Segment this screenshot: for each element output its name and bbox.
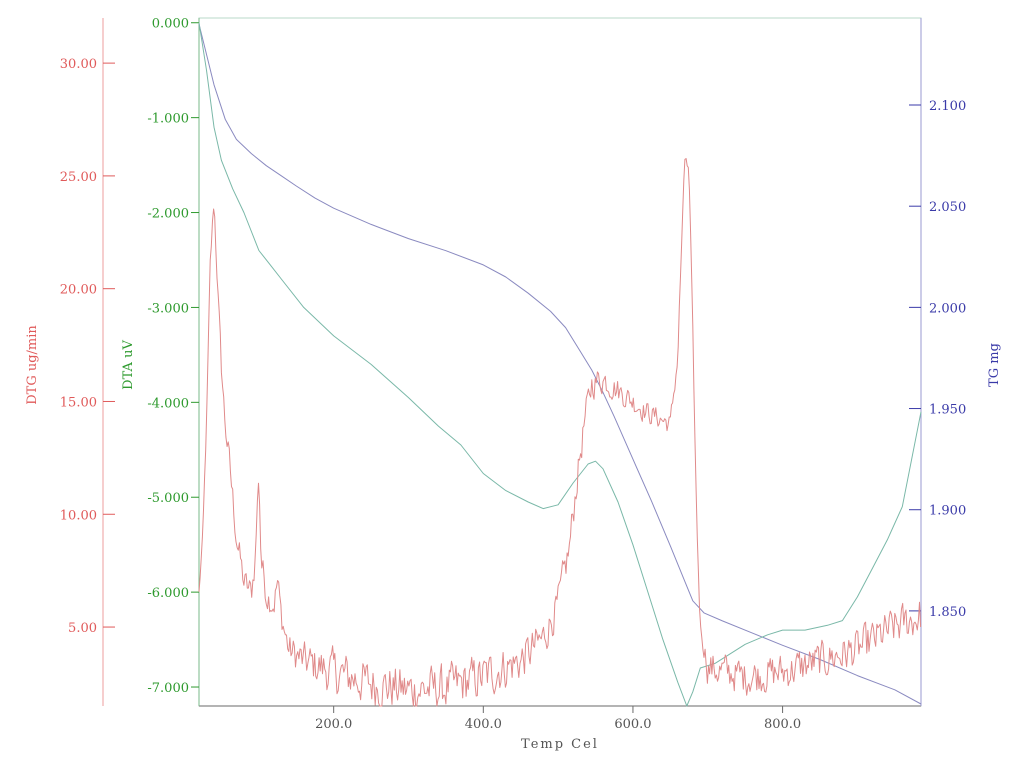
tg-tick-label: 1.900 xyxy=(929,504,966,519)
dtg-tick-label: 5.00 xyxy=(68,621,97,636)
dta-tick-label: -3.000 xyxy=(147,301,189,316)
dtg-axis-title: DTG ug/min xyxy=(25,325,40,405)
dta-tick-label: -6.000 xyxy=(147,586,189,601)
axes: 200.0 400.0 600.0 800.0 5.00 10.00 15.00 20.00 2… xyxy=(60,17,966,732)
dta-tick-label: -2.000 xyxy=(147,207,189,222)
dtg-tick-label: 15.00 xyxy=(60,395,97,410)
x-tick-label: 800.0 xyxy=(764,717,801,732)
dta-axis-title: DTA uV xyxy=(121,340,136,390)
plot-frame xyxy=(198,17,922,707)
tg-axis-title: TG mg xyxy=(987,343,1002,387)
dta-tick-label: -5.000 xyxy=(147,491,189,506)
dta-series-line xyxy=(198,22,922,707)
tg-tick-label: 1.850 xyxy=(929,605,966,620)
dta-tick-label: 0.000 xyxy=(152,17,189,32)
x-axis-title: Temp Cel xyxy=(521,737,599,752)
tg-tick-label: 2.050 xyxy=(929,200,966,215)
tg-tick-label: 2.100 xyxy=(929,99,966,114)
series xyxy=(198,22,922,707)
dta-tick-label: -4.000 xyxy=(147,396,189,411)
dta-tick-label: -7.000 xyxy=(147,681,189,696)
dtg-tick-label: 30.00 xyxy=(60,57,97,72)
dtg-series-line xyxy=(198,158,922,707)
dtg-tick-label: 25.00 xyxy=(60,170,97,185)
axis-labels: Temp Cel DTG ug/min DTA uV TG mg xyxy=(25,325,1002,752)
tg-tick-label: 2.000 xyxy=(929,301,966,316)
dtg-tick-label: 10.00 xyxy=(60,508,97,523)
dta-tick-label: -1.000 xyxy=(147,112,189,127)
tg-series-line xyxy=(198,23,922,705)
x-tick-label: 200.0 xyxy=(315,717,352,732)
dtg-tick-label: 20.00 xyxy=(60,283,97,298)
x-tick-label: 400.0 xyxy=(465,717,502,732)
tg-tick-label: 1.950 xyxy=(929,403,966,418)
x-tick-label: 600.0 xyxy=(614,717,651,732)
